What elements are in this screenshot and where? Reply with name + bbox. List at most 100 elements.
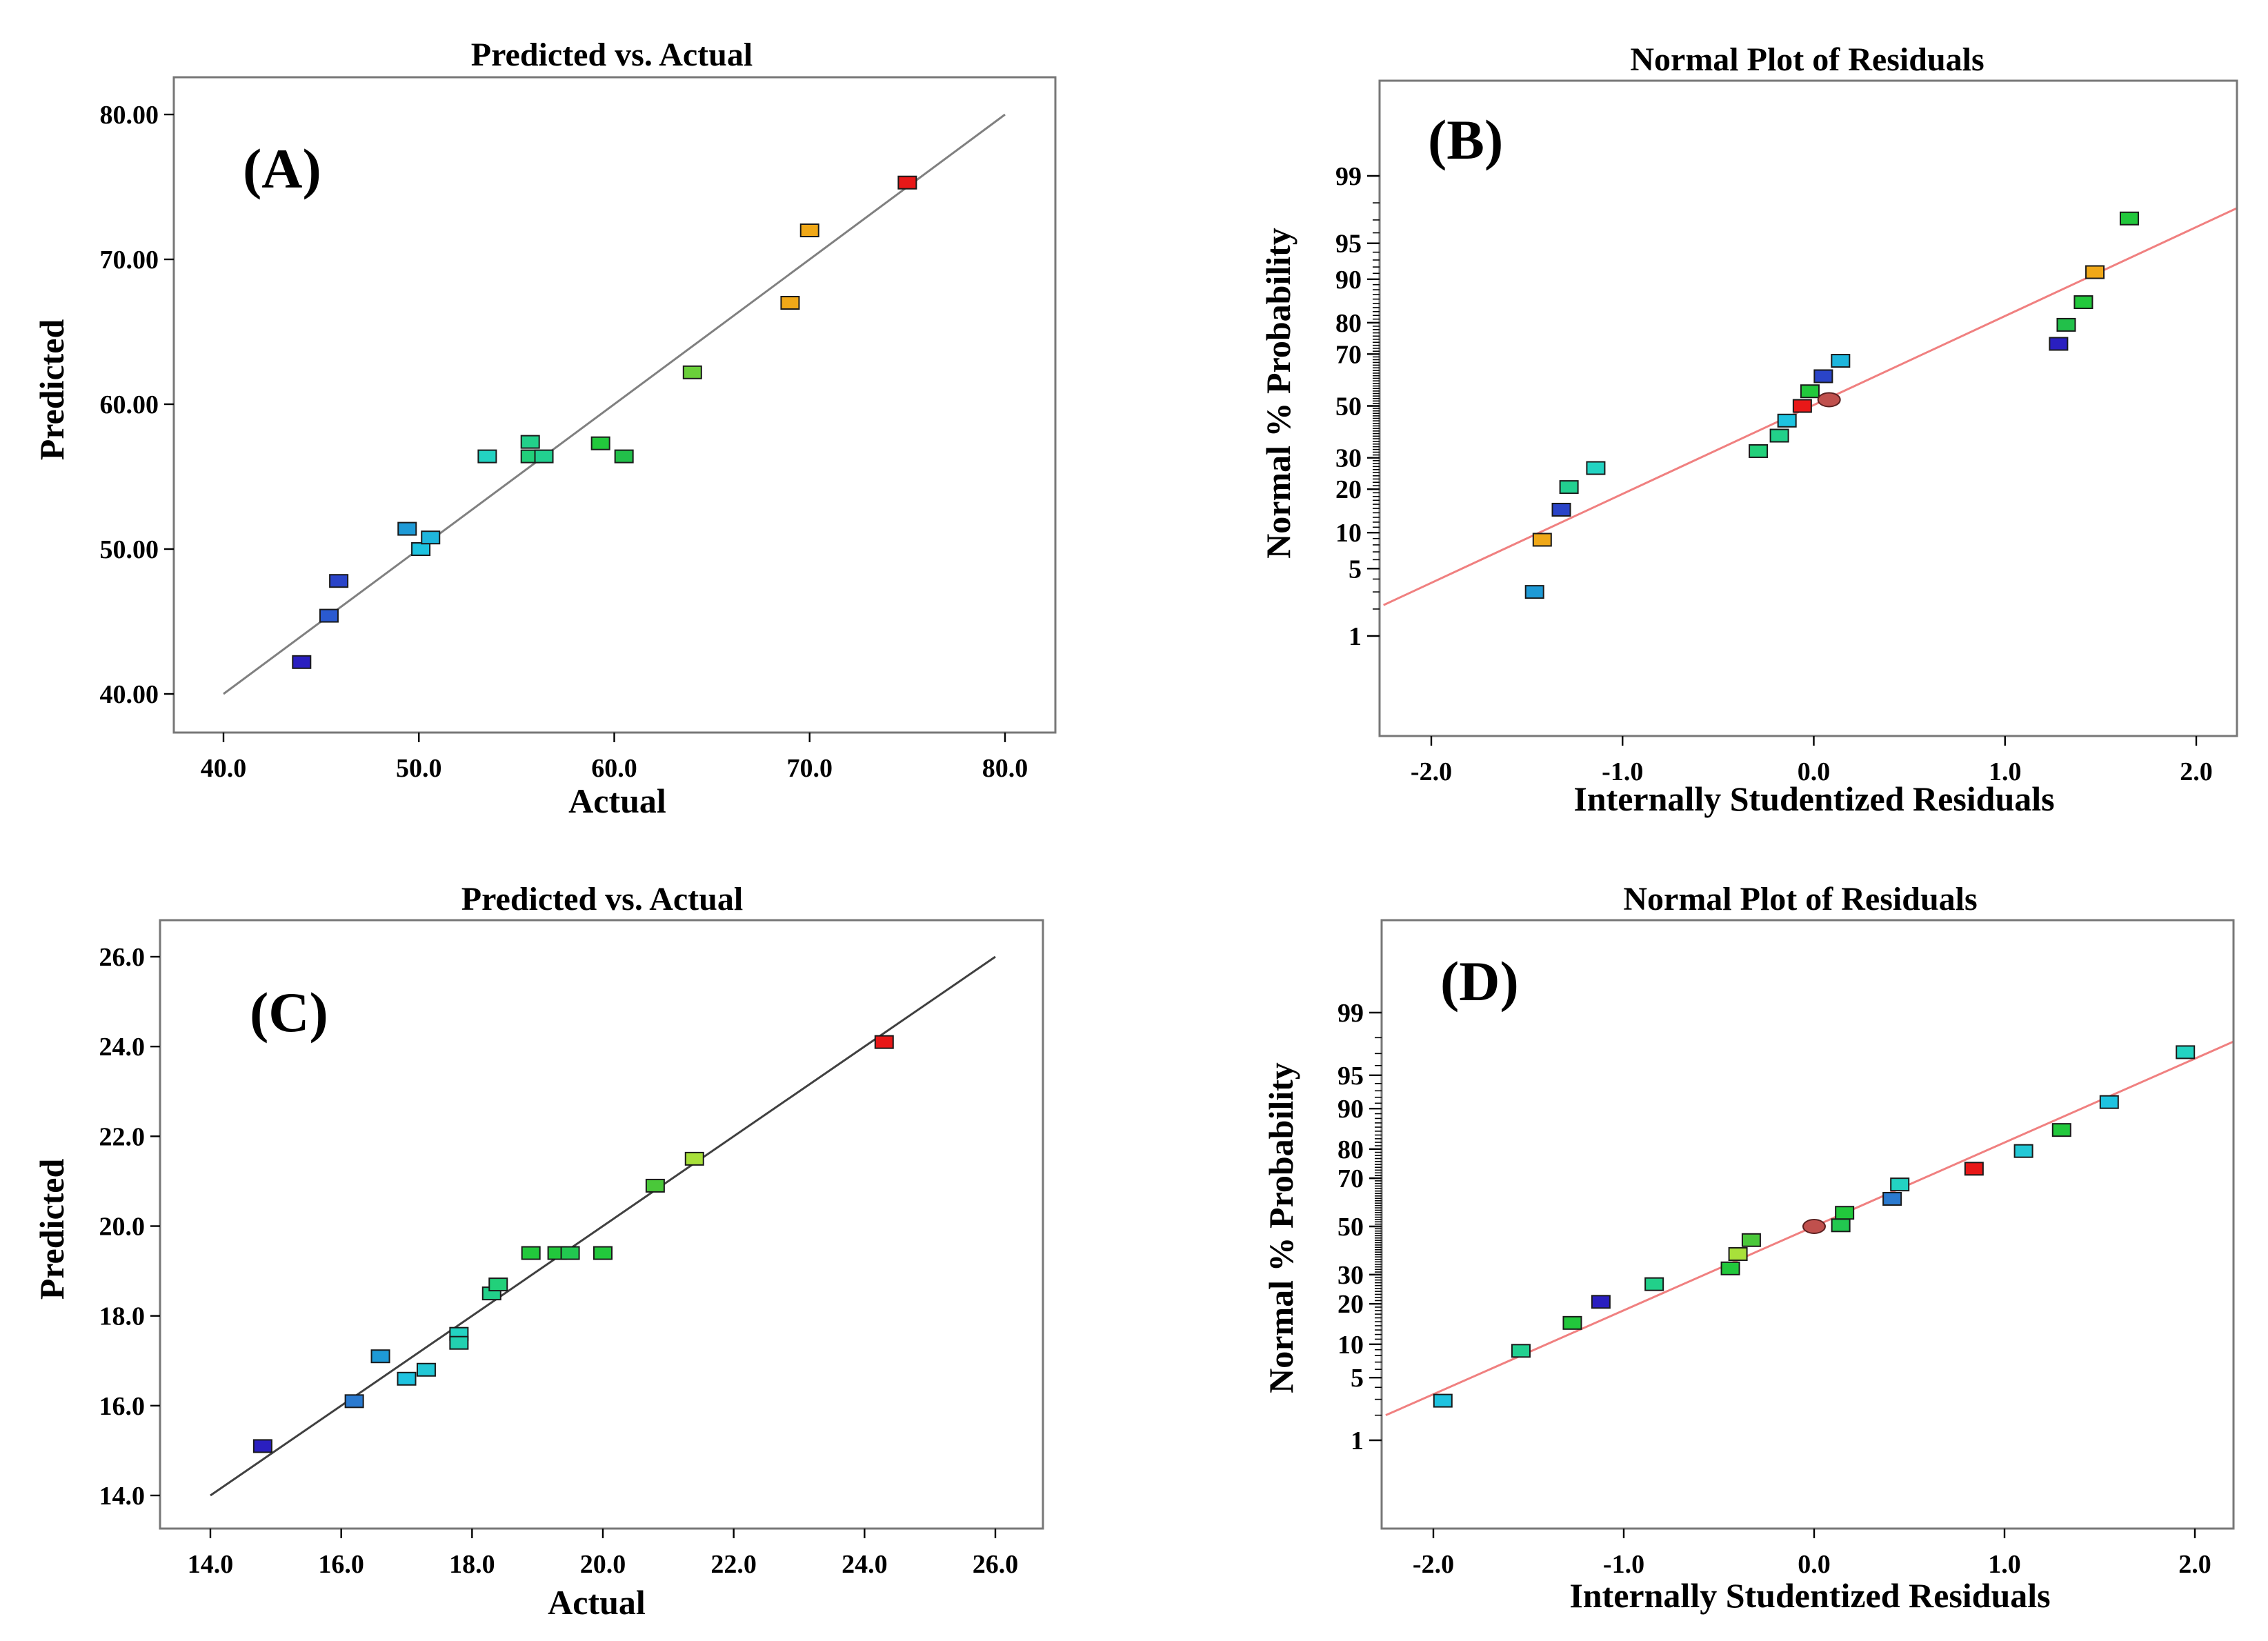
y-tick-label: 20.0 — [99, 1213, 146, 1242]
y-tick-label: 20 — [1335, 475, 1362, 504]
y-tick-label: 30 — [1335, 444, 1362, 473]
panel-a-data-point — [421, 530, 441, 545]
x-tick-label: 2.0 — [2178, 1550, 2211, 1579]
panel-c-data-point — [521, 1246, 541, 1260]
y-tick-label: 24.0 — [99, 1033, 146, 1062]
panel-d-data-point — [1433, 1393, 1453, 1408]
panel-d-chart: Normal Plot of Residuals (D) Internally … — [1262, 881, 2235, 1615]
panel-b-data-point — [2073, 295, 2093, 310]
y-tick-label: 30 — [1337, 1261, 1364, 1290]
y-tick-label: 70.00 — [100, 246, 159, 275]
y-tick-label: 70 — [1335, 340, 1362, 369]
y-tick-label: 80.00 — [100, 101, 159, 130]
x-tick-label: 70.0 — [787, 754, 833, 783]
panel-b-xlabel: Internally Studentized Residuals — [1573, 779, 2054, 818]
x-tick-label: 40.0 — [201, 754, 247, 783]
panel-c-data-point — [560, 1246, 580, 1260]
panel-c-data-point — [874, 1035, 894, 1049]
panel-a-data-point — [292, 655, 312, 669]
panel-a-xlabel: Actual — [568, 782, 666, 820]
panel-c-plot-frame — [159, 919, 1044, 1530]
y-tick-label: 22.0 — [99, 1122, 146, 1151]
panel-a-data-point — [780, 296, 800, 310]
x-tick-label: 26.0 — [973, 1550, 1019, 1579]
panel-a-data-point — [897, 175, 917, 190]
y-tick-label: 80 — [1335, 309, 1362, 338]
panel-d-data-point — [1562, 1315, 1582, 1330]
panel-d-data-point — [1964, 1162, 1984, 1176]
y-tick-label: 26.0 — [99, 943, 146, 972]
y-tick-label: 16.0 — [99, 1392, 146, 1421]
panel-d-data-point — [1741, 1233, 1761, 1247]
panel-d-data-point — [1882, 1191, 1902, 1206]
panel-a-ylabel: Predicted — [32, 319, 71, 461]
y-tick-label: 5 — [1349, 555, 1362, 584]
panel-b-chart: Normal Plot of Residuals (B) Internally … — [1259, 41, 2238, 818]
panel-c-ylabel: Predicted — [32, 1159, 71, 1300]
x-tick-label: 22.0 — [710, 1550, 757, 1579]
panel-b-data-point — [1817, 392, 1841, 408]
panel-a-data-point — [614, 449, 634, 464]
panel-b-data-point — [1524, 585, 1544, 599]
panel-c-data-point — [645, 1178, 665, 1193]
y-tick-label: 60.00 — [100, 390, 159, 419]
y-tick-label: 50.00 — [100, 535, 159, 564]
x-tick-label: 0.0 — [1798, 1550, 1831, 1579]
x-tick-label: 60.0 — [591, 754, 637, 783]
panel-c-chart: Predicted vs. Actual (C) Actual Predicte… — [32, 881, 1044, 1622]
panel-d-data-point — [1890, 1177, 1910, 1192]
panel-c-data-point — [370, 1349, 390, 1364]
panel-d-data-point — [2013, 1144, 2033, 1158]
panel-a-reference-line — [223, 113, 1006, 695]
panel-a-data-point — [520, 435, 540, 449]
panel-b-data-point — [1532, 533, 1552, 547]
panel-d-data-point — [1835, 1206, 1855, 1220]
y-tick-label: 99 — [1337, 999, 1364, 1028]
x-tick-label: 20.0 — [580, 1550, 626, 1579]
x-tick-label: -2.0 — [1411, 757, 1452, 786]
panel-b-data-point — [1559, 480, 1579, 495]
panel-b-data-point — [2085, 265, 2105, 279]
panel-a-data-point — [319, 608, 339, 623]
panel-d-ylabel: Normal % Probability — [1262, 1062, 1300, 1393]
panel-a-data-point — [397, 521, 417, 536]
panel-d-data-point — [1802, 1219, 1826, 1234]
panel-d-data-point — [1511, 1344, 1531, 1358]
panel-b-data-point — [1769, 428, 1789, 443]
panel-c-data-point — [397, 1371, 417, 1386]
panel-d-data-point — [2176, 1045, 2196, 1060]
panel-b-data-point — [1749, 444, 1769, 458]
panel-b-data-point — [1777, 413, 1797, 428]
panel-d-data-point — [1644, 1277, 1664, 1291]
panel-d-label: (D) — [1440, 950, 1519, 1013]
panel-c-data-point — [449, 1335, 469, 1350]
y-tick-label: 18.0 — [99, 1302, 146, 1331]
panel-a-data-point — [411, 542, 431, 556]
panel-c-data-point — [416, 1362, 436, 1377]
panel-b-data-point — [2056, 317, 2076, 332]
panel-d-xlabel: Internally Studentized Residuals — [1569, 1576, 2050, 1615]
panel-a-data-point — [477, 449, 497, 464]
panel-a-data-point — [682, 365, 702, 379]
panel-b-label: (B) — [1428, 108, 1503, 171]
x-tick-label: 50.0 — [396, 754, 442, 783]
y-tick-label: 90 — [1337, 1095, 1364, 1124]
x-tick-label: 18.0 — [449, 1550, 495, 1579]
panel-d-data-point — [1728, 1247, 1748, 1262]
panel-c-data-point — [488, 1277, 508, 1292]
x-tick-label: 80.0 — [982, 754, 1028, 783]
y-tick-label: 90 — [1335, 266, 1362, 295]
y-tick-label: 5 — [1351, 1364, 1364, 1393]
x-tick-label: 1.0 — [1989, 757, 2022, 786]
panel-b-data-point — [1800, 384, 1820, 399]
panel-b-ylabel: Normal % Probability — [1259, 228, 1297, 559]
panel-c-data-point — [593, 1246, 613, 1260]
panel-b-data-point — [2119, 211, 2139, 226]
y-tick-label: 99 — [1335, 162, 1362, 191]
panel-b-data-point — [1813, 369, 1833, 384]
panel-d-data-point — [2099, 1095, 2119, 1109]
y-tick-label: 80 — [1337, 1135, 1364, 1164]
panel-a-data-point — [799, 223, 819, 237]
x-tick-label: 16.0 — [318, 1550, 364, 1579]
y-tick-label: 50 — [1337, 1213, 1364, 1242]
